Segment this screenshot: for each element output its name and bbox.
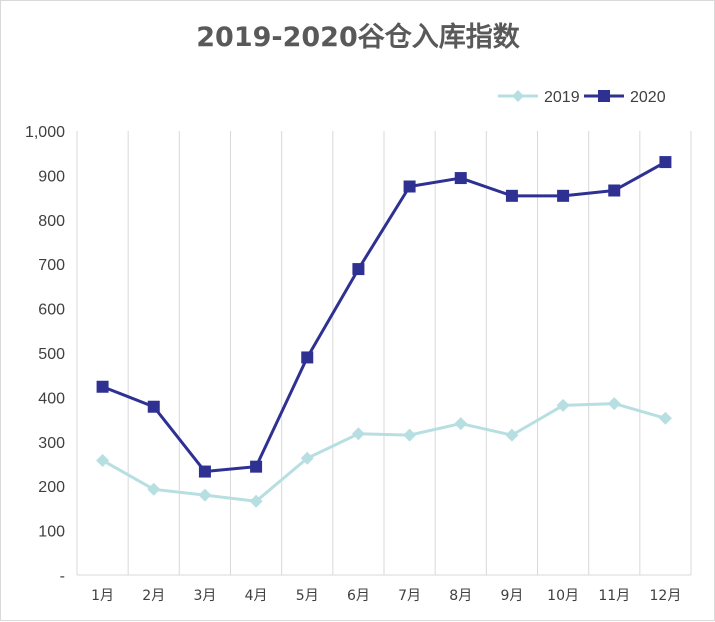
data-point: [557, 189, 570, 202]
data-point: [454, 172, 467, 185]
series-line: [102, 160, 667, 474]
data-point: [598, 90, 610, 102]
data-point: [403, 428, 417, 442]
x-tick-label: 10月: [547, 588, 579, 604]
x-tick-label: 3月: [193, 588, 216, 604]
y-tick-label: 900: [38, 168, 65, 185]
y-tick-label: 400: [38, 390, 65, 407]
x-tick-label: 4月: [245, 588, 268, 604]
data-point: [198, 488, 212, 502]
x-tick-label: 6月: [347, 588, 370, 604]
y-tick-label: 700: [38, 257, 65, 274]
y-tick-label: 300: [38, 435, 65, 452]
data-point: [96, 380, 109, 393]
series-2019: [96, 397, 672, 508]
x-tick-label: 1月: [91, 588, 114, 604]
data-point: [607, 397, 621, 411]
x-tick-label: 12月: [650, 588, 682, 604]
data-point: [505, 428, 519, 442]
x-tick-label: 9月: [500, 588, 523, 604]
data-point: [301, 351, 314, 364]
data-point: [250, 460, 263, 473]
data-point: [96, 453, 110, 467]
gridlines: [76, 131, 692, 575]
series-line: [101, 402, 666, 503]
x-tick-label: 11月: [598, 588, 630, 604]
data-point: [249, 494, 263, 508]
y-tick-label: -: [60, 568, 65, 585]
data-point: [659, 156, 672, 169]
data-point: [147, 482, 161, 496]
data-point: [300, 451, 314, 465]
y-tick-label: 1,000: [25, 124, 65, 141]
series-group: [96, 156, 672, 508]
y-tick-label: 200: [38, 479, 65, 496]
data-point: [512, 90, 524, 102]
legend-item-2020: 2020: [584, 89, 666, 106]
data-point: [403, 180, 416, 193]
chart-title: 2019-2020谷仓入库指数: [196, 22, 520, 53]
x-tick-label: 7月: [398, 588, 421, 604]
legend-item-2019: 2019: [498, 89, 580, 106]
data-point: [351, 427, 365, 441]
x-tick-label: 5月: [296, 588, 319, 604]
data-point: [608, 184, 621, 197]
y-tick-label: 500: [38, 346, 65, 363]
data-point: [198, 465, 211, 478]
data-point: [454, 417, 468, 431]
legend-label: 2020: [630, 89, 666, 106]
data-point: [658, 411, 672, 425]
legend-label: 2019: [544, 89, 580, 106]
x-tick-label: 2月: [142, 588, 165, 604]
legend: 2019 2020: [498, 89, 666, 106]
data-point: [352, 263, 365, 276]
axes: - 100 200 300 400 500 600 700 800 900 1,000 1月 2月 3月 4…: [25, 124, 691, 604]
x-tick-label: 8月: [449, 588, 472, 604]
data-point: [147, 400, 160, 413]
y-tick-label: 600: [38, 302, 65, 319]
series-2020: [96, 156, 672, 478]
y-tick-label: 100: [38, 524, 65, 541]
y-tick-label: 800: [38, 213, 65, 230]
data-point: [556, 398, 570, 412]
data-point: [505, 189, 518, 202]
